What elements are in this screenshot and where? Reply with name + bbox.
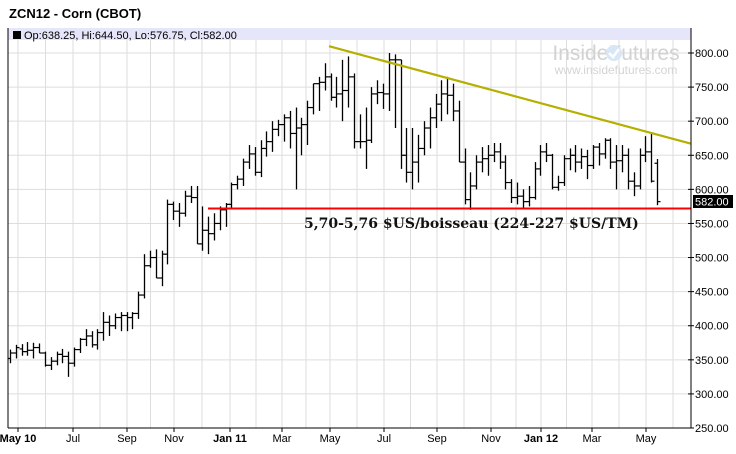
- grid-lines: [8, 40, 691, 429]
- y-tick-label: 400.00: [695, 321, 729, 333]
- x-tick-label: May: [320, 433, 341, 445]
- legend-band: [8, 28, 691, 40]
- ohlc-bars: [7, 53, 661, 377]
- last-price-label: 582.00: [695, 197, 729, 209]
- y-tick-label: 250.00: [695, 423, 729, 435]
- y-tick-label: 500.00: [695, 253, 729, 265]
- y-tick-label: 350.00: [695, 355, 729, 367]
- support-annotation: 5,70-5,76 $US/boisseau (224-227 $US/TM): [304, 216, 639, 232]
- watermark-url: www.insidefutures.com: [554, 63, 678, 77]
- y-tick-label: 600.00: [695, 184, 729, 196]
- x-tick-label: Jul: [377, 433, 391, 445]
- y-tick-label: 650.00: [695, 150, 729, 162]
- legend-ohlc-text: Op:638.25, Hi:644.50, Lo:576.75, Cl:582.…: [24, 30, 237, 42]
- watermark-logo-icon: [606, 45, 622, 61]
- y-tick-label: 800.00: [695, 48, 729, 60]
- y-tick-label: 300.00: [695, 389, 729, 401]
- x-tick-label: Mar: [273, 433, 292, 445]
- chart-title: ZCN12 - Corn (CBOT): [9, 6, 142, 21]
- x-tick-label: Jan 11: [213, 433, 247, 445]
- x-tick-label: Sep: [117, 433, 137, 445]
- x-tick-label: May: [636, 433, 657, 445]
- legend: Op:638.25, Hi:644.50, Lo:576.75, Cl:582.…: [13, 30, 237, 42]
- x-tick-label: Mar: [583, 433, 602, 445]
- x-axis: May 10 Jul Sep Nov Jan 11 Mar May Jul Sep Nov Jan …: [0, 428, 657, 445]
- watermark: InsideFutures www.insidefutures.com: [552, 42, 679, 77]
- x-tick-label: Nov: [481, 433, 501, 445]
- y-axis: 250.00 300.00 350.00 400.00 450.00 500.00 550.…: [688, 48, 729, 435]
- x-tick-label: Jan 12: [524, 433, 558, 445]
- x-tick-label: May 10: [0, 433, 36, 445]
- y-tick-label: 550.00: [695, 218, 729, 230]
- legend-marker-icon: [13, 31, 21, 39]
- last-price-bg: [693, 195, 733, 208]
- y-tick-label: 450.00: [695, 287, 729, 299]
- x-tick-label: Jul: [66, 433, 80, 445]
- y-tick-label: 700.00: [695, 116, 729, 128]
- x-tick-label: Nov: [164, 433, 184, 445]
- y-tick-label: 750.00: [695, 82, 729, 94]
- plot-frame: [7, 28, 692, 429]
- last-price-tag: 582.00: [693, 195, 733, 209]
- x-tick-label: Sep: [427, 433, 447, 445]
- overlay-lines: [208, 45, 692, 210]
